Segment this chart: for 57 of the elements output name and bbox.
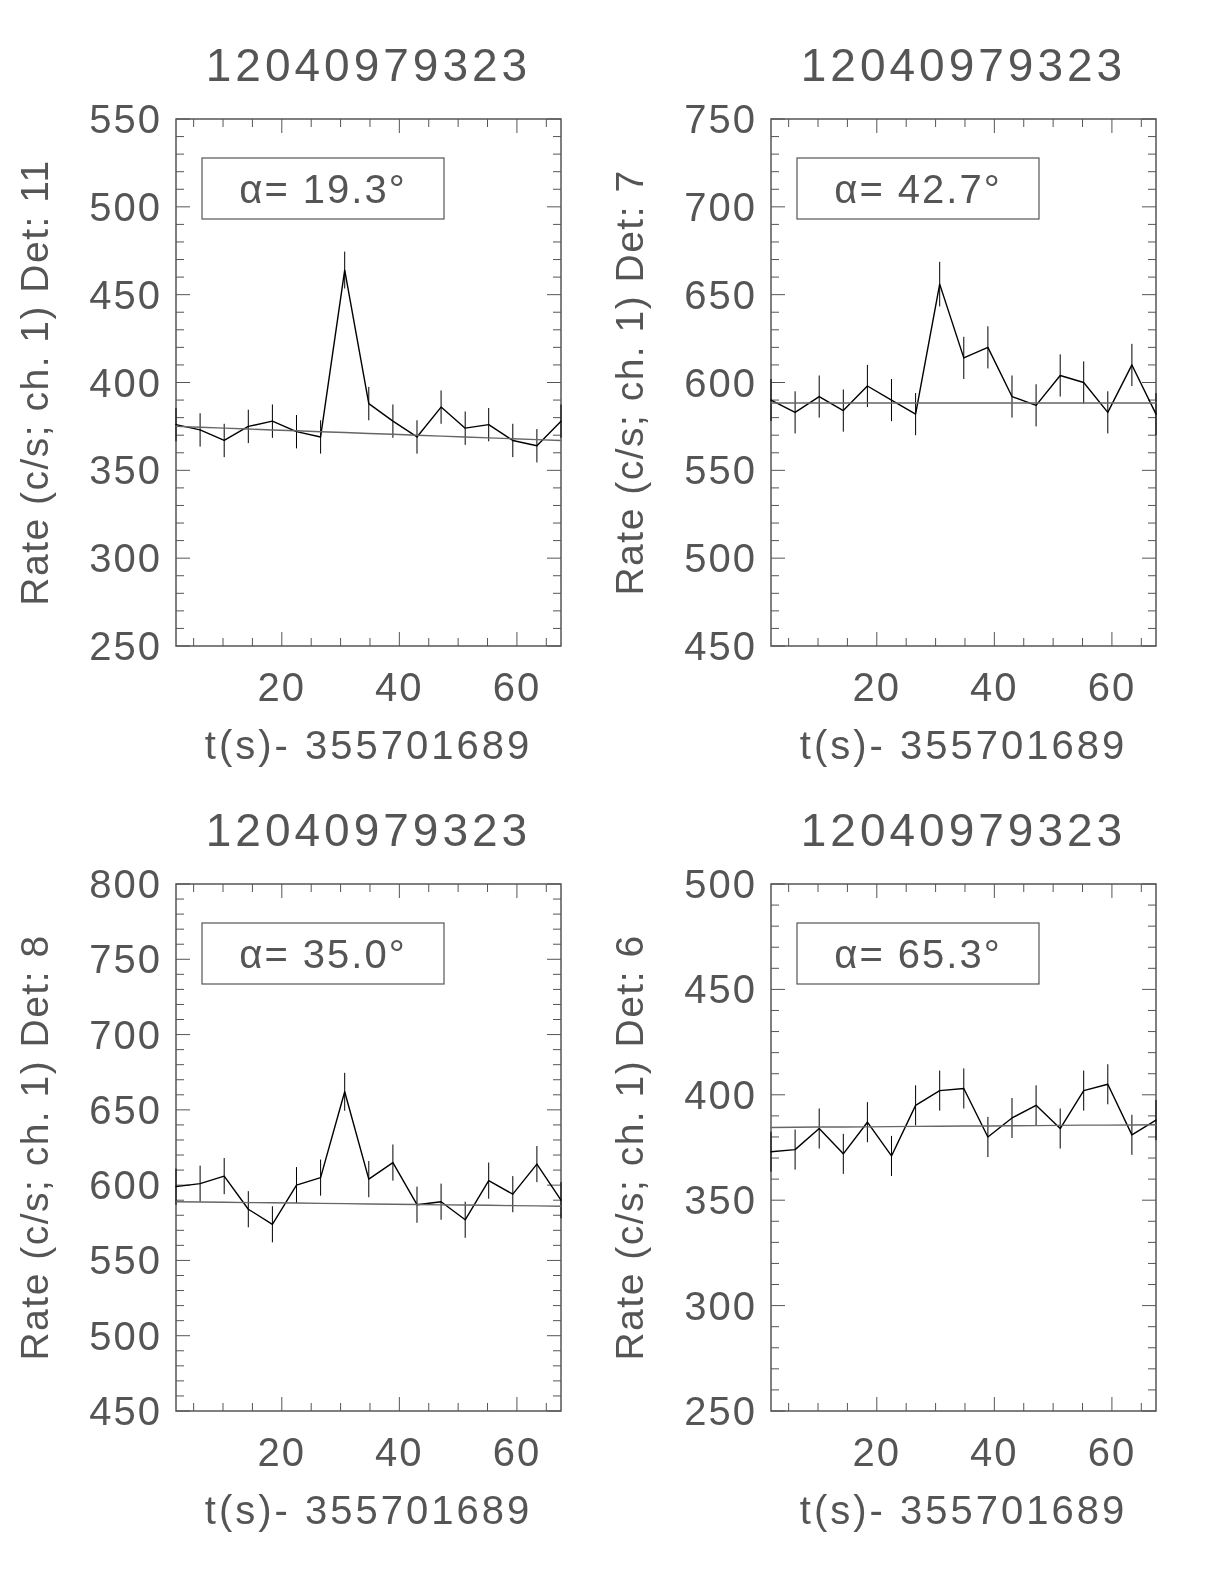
y-tick-label: 500: [684, 862, 757, 906]
annotation: α= 19.3°: [239, 167, 407, 211]
y-tick-label: 450: [684, 967, 757, 1012]
y-tick-label: 400: [89, 360, 162, 405]
x-tick-label: 20: [257, 1430, 307, 1474]
y-tick-label: 350: [684, 1178, 757, 1223]
chart-title: 12040979323: [205, 39, 532, 91]
y-axis-title: Rate (c/s; ch. 1) Det: 6: [608, 934, 651, 1361]
annotation: α= 35.0°: [239, 932, 407, 976]
x-tick-label: 60: [1087, 1430, 1137, 1474]
y-tick-label: 500: [89, 184, 162, 229]
y-tick-label: 350: [89, 448, 162, 493]
line-series: [175, 425, 562, 442]
x-tick-label: 40: [375, 1430, 424, 1474]
y-tick-label: 750: [684, 97, 757, 141]
x-axis-title: t(s)- 355701689: [799, 723, 1128, 767]
y-tick-label: 550: [684, 448, 757, 493]
x-tick-label: 60: [492, 665, 542, 709]
y-tick-label: 600: [89, 1163, 162, 1208]
y-axis-title: Rate (c/s; ch. 1) Det: 8: [13, 934, 56, 1361]
annotation: α= 42.7°: [834, 167, 1002, 211]
y-tick-label: 450: [684, 624, 757, 668]
y-tick-label: 650: [684, 272, 757, 317]
chart-title: 12040979323: [800, 804, 1127, 856]
y-tick-label: 750: [89, 937, 162, 982]
y-tick-label: 700: [684, 184, 757, 229]
chart-title: 12040979323: [205, 804, 532, 856]
y-tick-label: 450: [89, 272, 162, 317]
y-tick-label: 800: [89, 862, 162, 906]
y-tick-label: 250: [89, 624, 162, 668]
y-tick-label: 300: [684, 1283, 757, 1328]
x-tick-label: 20: [852, 1430, 902, 1474]
y-tick-label: 650: [89, 1087, 162, 1132]
y-axis-title: Rate (c/s; ch. 1) Det: 7: [608, 169, 651, 596]
y-tick-label: 450: [89, 1389, 162, 1433]
annotation: α= 65.3°: [834, 932, 1002, 976]
y-tick-label: 300: [89, 536, 162, 581]
x-tick-label: 40: [970, 1430, 1019, 1474]
y-tick-label: 400: [684, 1072, 757, 1117]
y-axis-title: Rate (c/s; ch. 1) Det: 11: [13, 159, 56, 606]
y-tick-label: 700: [89, 1012, 162, 1057]
x-axis-title: t(s)- 355701689: [799, 1488, 1128, 1532]
y-tick-label: 500: [684, 536, 757, 581]
x-axis-title: t(s)- 355701689: [204, 723, 533, 767]
x-tick-label: 40: [970, 665, 1019, 709]
x-tick-label: 60: [492, 1430, 542, 1474]
y-tick-label: 550: [89, 1238, 162, 1283]
x-tick-label: 60: [1087, 665, 1137, 709]
x-axis-title: t(s)- 355701689: [204, 1488, 533, 1532]
y-tick-label: 550: [89, 97, 162, 141]
x-tick-label: 40: [375, 665, 424, 709]
y-tick-label: 250: [684, 1389, 757, 1433]
chart-title: 12040979323: [800, 39, 1127, 91]
x-tick-label: 20: [257, 665, 307, 709]
x-tick-label: 20: [852, 665, 902, 709]
y-tick-label: 500: [89, 1313, 162, 1358]
y-tick-label: 600: [684, 360, 757, 405]
